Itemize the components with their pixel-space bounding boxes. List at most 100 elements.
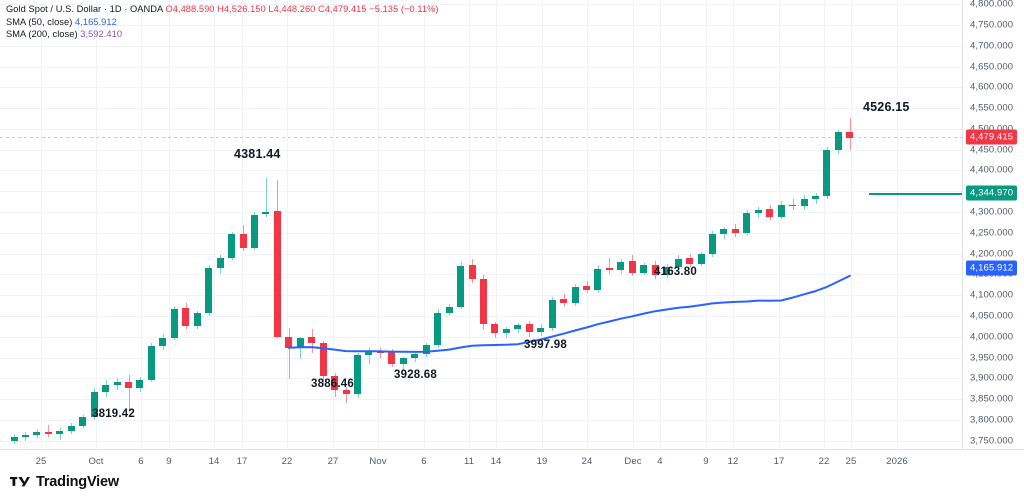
price-tick: 4,250.000: [970, 227, 1014, 239]
candle-up: [194, 313, 201, 326]
candle-down: [652, 265, 659, 276]
candle-down: [686, 257, 693, 264]
candle-up: [835, 132, 842, 150]
legend-sma50-row[interactable]: SMA (50, close) 4,165.912: [6, 16, 439, 29]
candle-up: [114, 382, 121, 385]
candle-up: [354, 355, 361, 395]
candle-down: [469, 265, 476, 280]
candle-down: [320, 342, 327, 376]
gridline-h: [0, 378, 962, 379]
legend-sma50-label: SMA (50, close): [6, 16, 73, 27]
candle-wick: [369, 348, 370, 365]
time-tick: 17: [773, 456, 785, 467]
gridline-v: [169, 0, 170, 449]
candle-down: [388, 351, 395, 365]
time-tick: 2026: [886, 456, 908, 467]
candle-down: [285, 336, 292, 349]
price-tick: 3,950.000: [970, 352, 1014, 364]
candle-up: [537, 327, 544, 332]
time-tick: 6: [421, 456, 427, 467]
candle-up: [503, 329, 510, 334]
gridline-v: [633, 0, 634, 449]
time-tick: Oct: [88, 456, 104, 467]
legend-symbol-row[interactable]: Gold Spot / U.S. Dollar · 1D · OANDA O4,…: [6, 3, 439, 16]
price-tick: 4,700.000: [970, 40, 1014, 52]
candle-down: [789, 204, 796, 207]
price-tick: 4,300.000: [970, 206, 1014, 218]
gridline-v: [214, 0, 215, 449]
candle-up: [801, 198, 808, 207]
candle-down: [125, 382, 132, 389]
candle-wick: [48, 424, 49, 437]
gridline-v: [706, 0, 707, 449]
swing-low-3819: 3819.42: [92, 408, 135, 420]
candle-up: [698, 254, 705, 264]
price-tick: 3,900.000: [970, 372, 1014, 384]
price-badge-level-line[interactable]: 4,344.970: [966, 185, 1018, 201]
tradingview-wordmark: TradingView: [36, 474, 119, 490]
gridline-h: [0, 337, 962, 338]
gridline-h: [0, 233, 962, 234]
candle-up: [434, 312, 441, 346]
time-tick: 25: [845, 456, 857, 467]
time-axis[interactable]: 25 Oct 6 9 14 17 22 27 Nov 6 11 14 19 24 Dec 4 9 12 17 22 25…: [0, 449, 1024, 473]
gridline-v: [851, 0, 852, 449]
tradingview-logo[interactable]: TradingView: [10, 474, 119, 490]
swing-low-3997: 3997.98: [524, 339, 567, 351]
candle-up: [549, 300, 556, 328]
candle-up: [297, 338, 304, 349]
legend-ohlc: O4,488.590 H4,526.150 L4,448.260 C4,479.…: [165, 4, 439, 14]
sma50-path: [287, 274, 851, 353]
candle-up: [136, 379, 143, 389]
price-tick: 4,800.000: [970, 0, 1014, 10]
candle-down: [629, 261, 636, 273]
legend-sma200-value: 3,592.410: [80, 29, 123, 40]
time-tick: Nov: [369, 456, 387, 467]
time-tick: 19: [536, 456, 548, 467]
price-axis-divider: [962, 0, 963, 449]
swing-mid-4163: 4163.80: [654, 266, 697, 278]
gridline-h: [0, 254, 962, 255]
gridline-v: [469, 0, 470, 449]
swing-high-4381: 4381.44: [234, 147, 281, 161]
candle-up: [423, 345, 430, 355]
gridline-v: [424, 0, 425, 449]
candle-down: [343, 389, 350, 395]
price-tick: 4,600.000: [970, 81, 1014, 93]
candle-up: [68, 425, 75, 431]
candle-up: [411, 354, 418, 359]
gridline-h: [0, 420, 962, 421]
swing-low-3886: 3886.46: [311, 378, 354, 390]
gridline-v: [587, 0, 588, 449]
time-tick: 22: [281, 456, 293, 467]
support-level-line: [869, 193, 962, 195]
legend-sma200-row[interactable]: SMA (200, close) 3,592.410: [6, 28, 439, 41]
candle-up: [217, 257, 224, 268]
candle-up: [457, 266, 464, 307]
candle-down: [491, 324, 498, 334]
gridline-v: [41, 0, 42, 449]
time-tick: 12: [727, 456, 739, 467]
time-tick: 4: [657, 456, 663, 467]
candle-up: [514, 325, 521, 330]
price-badge-sma50[interactable]: 4,165.912: [966, 260, 1018, 276]
price-tick: 3,750.000: [970, 435, 1014, 447]
candle-up: [617, 261, 624, 271]
gridline-v: [660, 0, 661, 449]
gridline-v: [287, 0, 288, 449]
price-axis[interactable]: 4,800.000 4,750.000 4,700.000 4,650.000 4,60…: [962, 0, 1024, 449]
candle-down: [331, 375, 338, 390]
candle-down: [846, 132, 853, 138]
gridline-v: [824, 0, 825, 449]
gridline-v: [378, 0, 379, 449]
candle-down: [606, 267, 613, 271]
legend-sma50-value: 4,165.912: [75, 16, 117, 27]
candle-down: [240, 233, 247, 248]
candle-wick: [60, 428, 61, 440]
candle-up: [205, 267, 212, 314]
chart-plot-area[interactable]: 3819.42 4381.44 3886.46 3928.68 3997.98 4163.…: [0, 0, 962, 449]
price-badge-last-price[interactable]: 4,479.415: [966, 129, 1018, 145]
candle-up: [56, 430, 63, 435]
price-tick: 4,400.000: [970, 164, 1014, 176]
gridline-h: [0, 4, 962, 5]
